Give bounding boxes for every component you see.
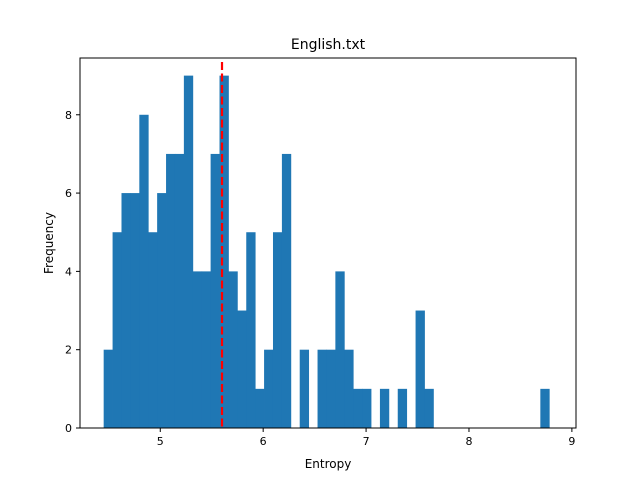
histogram-bar <box>103 349 113 428</box>
histogram-bar <box>326 349 336 428</box>
histogram-bar <box>255 388 265 428</box>
histogram-bar <box>379 388 390 428</box>
y-tick-label: 8 <box>65 109 72 122</box>
histogram-bar <box>317 349 327 428</box>
histogram-bar <box>174 153 185 429</box>
y-axis-ticks: 0 2 4 6 8 <box>65 109 80 435</box>
histogram-bar <box>272 232 283 428</box>
x-axis-label: Entropy <box>305 457 352 471</box>
bars-group <box>103 75 550 429</box>
x-tick-label: 5 <box>157 435 164 448</box>
histogram-bar <box>121 193 131 428</box>
histogram-bar <box>335 271 345 428</box>
histogram-bar <box>415 310 425 428</box>
x-tick-label: 8 <box>465 435 472 448</box>
histogram-bar <box>219 75 229 428</box>
x-tick-label: 7 <box>363 435 370 448</box>
y-tick-label: 6 <box>65 187 72 200</box>
x-tick-label: 9 <box>568 435 575 448</box>
histogram-bar <box>397 388 408 428</box>
y-axis-label: Frequency <box>42 212 56 274</box>
histogram-bar <box>201 271 212 428</box>
histogram-bar <box>362 388 372 428</box>
histogram-bar <box>148 232 158 428</box>
histogram-bar <box>157 193 167 428</box>
histogram-bar <box>353 388 363 428</box>
histogram-bar <box>540 388 550 428</box>
x-tick-label: 6 <box>260 435 267 448</box>
histogram-bar <box>299 349 310 428</box>
histogram-bar <box>192 271 203 428</box>
histogram-bar <box>281 153 292 429</box>
y-tick-label: 2 <box>65 344 72 357</box>
histogram-bar <box>130 193 140 428</box>
histogram-bar <box>246 232 256 428</box>
histogram-bar <box>166 153 176 429</box>
histogram-bar <box>183 75 194 428</box>
axes-frame <box>79 57 577 429</box>
histogram-bar <box>237 310 247 428</box>
chart-title: English.txt <box>291 37 366 53</box>
histogram-bar <box>112 232 122 428</box>
histogram-bar <box>344 349 354 428</box>
histogram-bar <box>264 349 274 428</box>
histogram-bar <box>424 388 434 428</box>
y-tick-label: 0 <box>65 422 72 435</box>
histogram-bar <box>139 114 149 428</box>
histogram-bar <box>228 271 238 428</box>
x-axis-ticks: 5 6 7 8 9 <box>157 428 575 448</box>
y-tick-label: 4 <box>65 265 72 278</box>
histogram-bar <box>210 153 220 429</box>
